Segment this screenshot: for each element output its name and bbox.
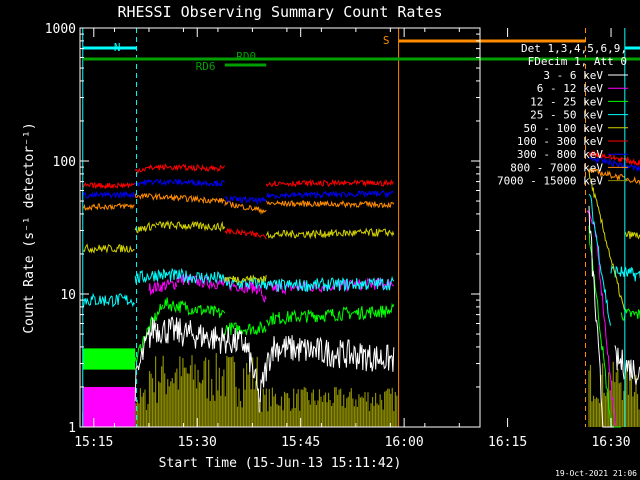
series-segment: [265, 302, 395, 327]
series-segment: [155, 220, 226, 233]
rd0-label: RD0: [236, 50, 256, 63]
series-segment: [272, 335, 395, 372]
series-trace: [134, 205, 640, 428]
series-trace: [82, 348, 136, 370]
x-tick-label: 16:00: [385, 435, 424, 450]
series-segment: [265, 178, 394, 188]
x-tick-label: 16:30: [591, 435, 630, 450]
series-segment: [588, 205, 614, 428]
y-tick-label: 1000: [45, 22, 76, 37]
x-axis-label: Start Time (15-Jun-13 15:11:42): [159, 456, 402, 471]
series-segment: [82, 348, 136, 370]
series-segment: [620, 308, 640, 321]
legend-header-line-1: Det 1,3,4,5,6,9,: [521, 42, 627, 55]
y-tick-label: 100: [53, 155, 76, 170]
series-segment: [588, 170, 625, 310]
series-segment: [155, 316, 246, 354]
legend-header-line-2: FDecim 1, Att 0: [528, 55, 627, 68]
series-segment: [134, 317, 157, 402]
legend-entry-label: 800 - 7000 keV: [510, 161, 603, 174]
x-tick-label: 15:45: [281, 435, 320, 450]
legend-entry-label: 300 - 800 keV: [517, 148, 603, 161]
series-segment: [614, 345, 640, 385]
x-tick-label: 15:15: [74, 435, 113, 450]
series-trace: [82, 166, 640, 215]
series-segment: [155, 267, 226, 285]
series-segment: [148, 279, 178, 296]
series-segment: [155, 178, 225, 187]
series-segment: [588, 166, 640, 186]
series-segment: [610, 264, 640, 282]
series-segment: [82, 386, 136, 427]
x-tick-label: 15:30: [178, 435, 217, 450]
series-segment: [134, 178, 157, 188]
legend-entry-label: 3 - 6 keV: [543, 69, 603, 82]
series-trace: [82, 170, 640, 310]
series-segment: [155, 163, 226, 173]
y-tick-label: 1: [68, 421, 76, 436]
series-trace: [82, 193, 640, 326]
series-segment: [134, 192, 225, 205]
series-trace: [82, 386, 136, 427]
night-label: N: [114, 41, 121, 54]
annotations: N S RD0 RD6: [82, 28, 640, 427]
series-segment: [82, 292, 135, 308]
legend: Det 1,3,4,5,6,9, FDecim 1, Att 0 3 - 6 k…: [497, 42, 628, 188]
chart-title: RHESSI Observing Summary Count Rates: [117, 3, 442, 21]
series-segment: [265, 275, 395, 293]
series-trace: [82, 157, 640, 206]
series-segment: [224, 227, 267, 240]
legend-entry-label: 100 - 300 keV: [517, 135, 603, 148]
series-segment: [82, 190, 135, 200]
series-segment: [82, 181, 135, 190]
series-segment: [265, 227, 395, 240]
series-segment: [82, 202, 135, 212]
series-segment: [259, 346, 274, 403]
legend-entry-label: 6 - 12 keV: [537, 82, 604, 95]
y-tick-label: 10: [60, 288, 76, 303]
series-segment: [588, 150, 640, 167]
generation-timestamp: 19-Oct-2021 21:06: [555, 469, 637, 478]
series-segment: [596, 244, 618, 428]
series-segment: [224, 320, 267, 336]
data-traces: [82, 150, 640, 428]
series-segment: [162, 297, 226, 318]
series-segment: [224, 274, 267, 285]
series-trace: [82, 150, 640, 240]
rd6-label: RD6: [196, 60, 216, 73]
series-segment: [588, 157, 640, 173]
legend-entry-label: 25 - 50 keV: [530, 109, 603, 122]
series-segment: [266, 190, 395, 200]
saa-label: S: [383, 34, 390, 47]
series-segment: [265, 199, 395, 209]
series-segment: [134, 163, 157, 175]
legend-entry-label: 50 - 100 keV: [524, 122, 604, 135]
series-segment: [134, 303, 164, 362]
plot-frame: [79, 27, 481, 428]
series-segment: [245, 342, 260, 413]
series-segment: [586, 210, 598, 238]
axis-ticks: 15:1515:3015:4516:0016:1516:3016:4511010…: [45, 22, 631, 450]
series-segment: [82, 243, 135, 254]
y-axis-label: Count Rate (s⁻¹ detector⁻¹): [22, 122, 37, 333]
series-segment: [224, 195, 267, 206]
series-segment: [134, 269, 157, 284]
legend-entry-label: 7000 - 15000 keV: [497, 175, 603, 188]
legend-entry-label: 12 - 25 keV: [530, 95, 603, 108]
series-segment: [134, 221, 157, 234]
x-tick-label: 16:15: [488, 435, 527, 450]
series-segment: [224, 200, 267, 215]
series-segment: [588, 193, 611, 326]
